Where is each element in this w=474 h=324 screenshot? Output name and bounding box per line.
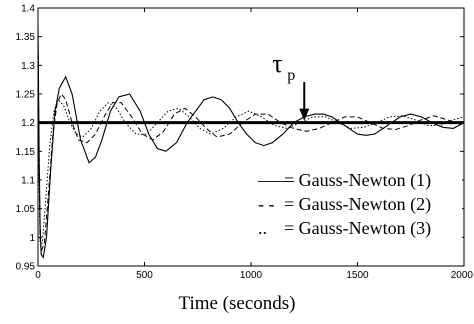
- legend-marker-3: ..: [258, 218, 267, 238]
- legend-label-2: = Gauss-Newton (2): [284, 194, 431, 215]
- y-tick-label: 1.05: [16, 204, 36, 215]
- legend-label-3: = Gauss-Newton (3): [284, 218, 431, 239]
- x-tick-label: 0: [35, 270, 41, 281]
- series-layer: [38, 25, 464, 259]
- y-tick-label: 1.2: [21, 118, 35, 129]
- y-tick-label: 1.3: [21, 61, 35, 72]
- x-tick-label: 1500: [346, 270, 369, 281]
- tau-p-annotation: τ p: [272, 49, 310, 121]
- x-tick-label: 500: [136, 270, 153, 281]
- x-tick-label: 2000: [451, 270, 474, 281]
- series-line-2: [38, 36, 464, 252]
- x-axis-label: Time (seconds): [178, 293, 296, 314]
- annotation-arrow-head: [299, 108, 310, 121]
- y-tick-label: 0.95: [16, 262, 36, 273]
- series-line-1: [38, 25, 464, 259]
- y-tick-label: 1.4: [21, 4, 35, 15]
- tau-subscript: p: [287, 67, 295, 84]
- y-tick-label: 1.35: [16, 32, 36, 43]
- legend-background: [252, 168, 462, 244]
- legend-entry-2: - - = Gauss-Newton (2): [258, 194, 431, 215]
- plot-area: [37, 7, 465, 267]
- y-tick-label: 1.1: [21, 176, 35, 187]
- y-tick-label: 1.25: [16, 90, 36, 101]
- x-tick-label: 1000: [240, 270, 263, 281]
- y-tick-label: 1: [29, 233, 35, 244]
- legend-entry-3: .. = Gauss-Newton (3): [258, 218, 431, 239]
- legend-label-1: = Gauss-Newton (1): [284, 170, 431, 191]
- y-tick-label: 1.15: [16, 147, 36, 158]
- legend-marker-1: ——: [257, 170, 295, 190]
- legend-marker-2: - -: [258, 194, 275, 214]
- legend: —— = Gauss-Newton (1) - - = Gauss-Newton…: [252, 168, 462, 244]
- legend-entry-1: —— = Gauss-Newton (1): [257, 170, 431, 191]
- tau-symbol: τ: [272, 49, 282, 78]
